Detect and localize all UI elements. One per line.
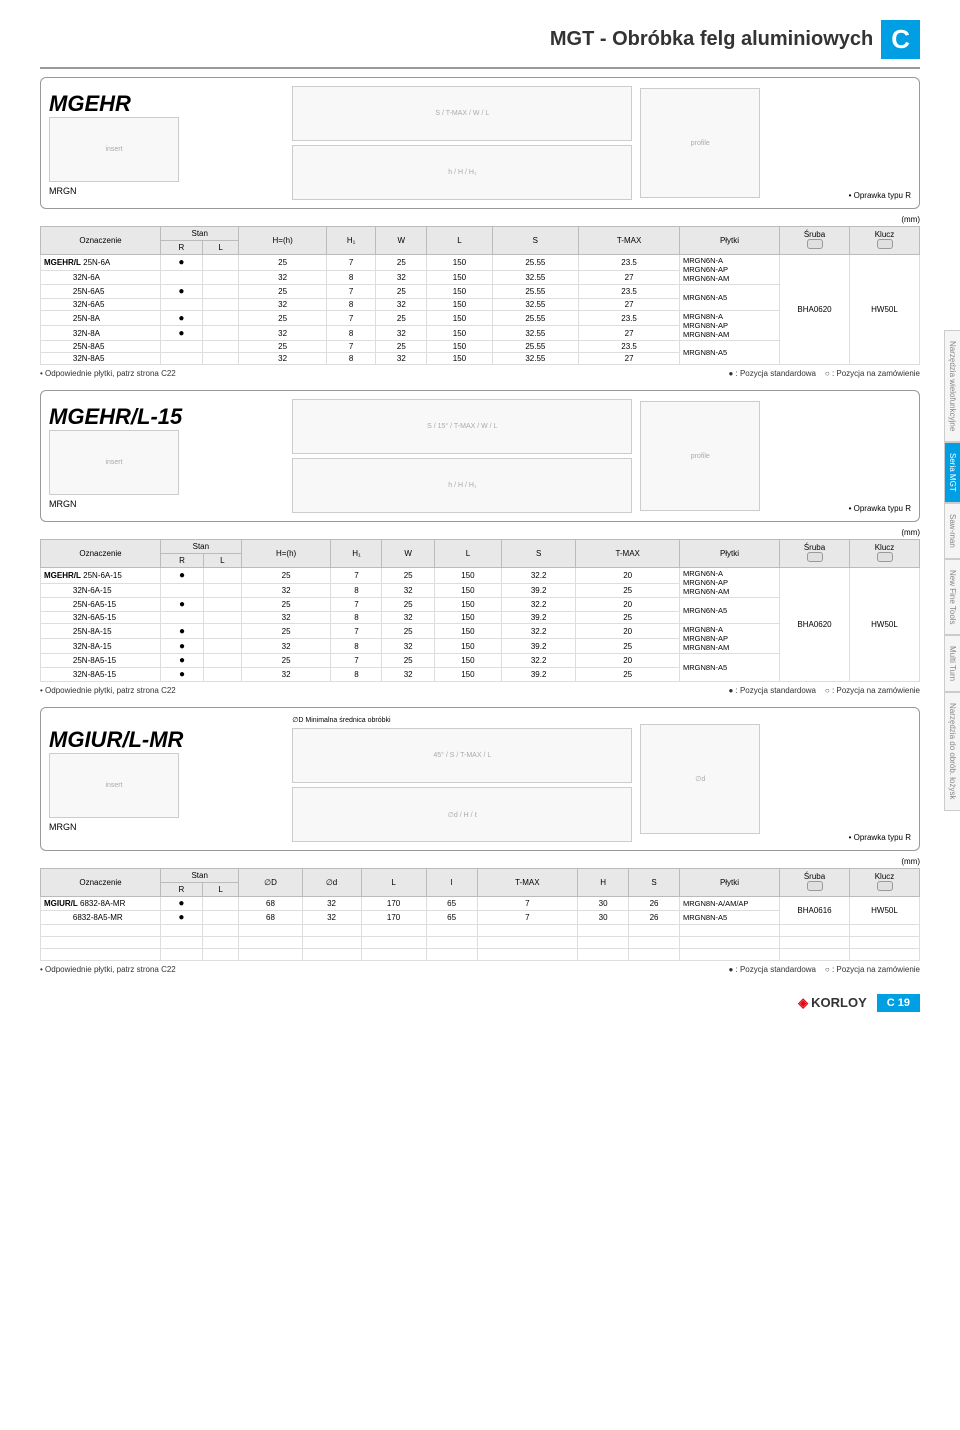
model-block-mgiur: MGIUR/L-MR insert MRGN ∅D Minimalna śred… bbox=[40, 707, 920, 851]
legend-std: ● : Pozycja standardowa bbox=[728, 369, 816, 378]
model-name: MGEHR/L-15 bbox=[49, 404, 204, 430]
oprawka-note: • Oprawka typu R bbox=[849, 833, 911, 842]
key-icon bbox=[877, 881, 893, 891]
brand-logo: KORLOY bbox=[798, 995, 867, 1011]
model-name: MGIUR/L-MR bbox=[49, 727, 204, 753]
diag-note: ∅D Minimalna średnica obróbki bbox=[292, 716, 632, 724]
mrgn-label: MRGN bbox=[49, 822, 77, 832]
mrgn-label: MRGN bbox=[49, 186, 77, 196]
key-icon bbox=[877, 552, 893, 562]
insert-image: insert bbox=[49, 430, 179, 495]
insert-image: insert bbox=[49, 753, 179, 818]
profile-diagram: profile bbox=[640, 88, 760, 198]
oprawka-note: • Oprawka typu R bbox=[849, 191, 911, 200]
page-number: C 19 bbox=[877, 994, 920, 1012]
screw-icon bbox=[807, 239, 823, 249]
table-row bbox=[41, 925, 920, 937]
legend-std: ● : Pozycja standardowa bbox=[728, 965, 816, 974]
legend-order: ○ : Pozycja na zamówienie bbox=[825, 369, 920, 378]
tool-diagram-top: S / 15° / T-MAX / W / L bbox=[292, 399, 632, 454]
insert-image: insert bbox=[49, 117, 179, 182]
tool-diagram-bottom: h / H / H₁ bbox=[292, 145, 632, 200]
model-block-mgehr15: MGEHR/L-15 insert MRGN S / 15° / T-MAX /… bbox=[40, 390, 920, 522]
mm-label: (mm) bbox=[40, 857, 920, 866]
odpowiednie-note: • Odpowiednie płytki, patrz strona C22 bbox=[40, 686, 176, 695]
spec-table-2: OznaczenieStanH=(h)H₁WLST-MAXPłytkiŚruba… bbox=[40, 539, 920, 682]
side-tab[interactable]: Multi Turn bbox=[944, 635, 960, 692]
page-title: MGT - Obróbka felg aluminiowych bbox=[550, 28, 873, 51]
mrgn-label: MRGN bbox=[49, 499, 77, 509]
table-row: MGIUR/L 6832-8A-MR●68321706573026MRGN8N-… bbox=[41, 897, 920, 911]
legend-order: ○ : Pozycja na zamówienie bbox=[825, 686, 920, 695]
legend: ● : Pozycja standardowa ○ : Pozycja na z… bbox=[728, 965, 920, 974]
screw-icon bbox=[807, 881, 823, 891]
key-icon bbox=[877, 239, 893, 249]
table-row: MGEHR/L 25N-6A●2572515025.5523.5MRGN6N-A… bbox=[41, 255, 920, 271]
profile-diagram: ∅d bbox=[640, 724, 760, 834]
side-tab[interactable]: Narzędzia do obrób. łożysk bbox=[944, 692, 960, 811]
side-tab[interactable]: Seria MGT bbox=[944, 442, 960, 503]
tool-diagram-top: 45° / S / T-MAX / L bbox=[292, 728, 632, 783]
page-header: MGT - Obróbka felg aluminiowych C bbox=[40, 20, 920, 59]
oprawka-note: • Oprawka typu R bbox=[849, 504, 911, 513]
mm-label: (mm) bbox=[40, 215, 920, 224]
spec-table-3: OznaczenieStan∅D∅dLlT-MAXHSPłytkiŚrubaKl… bbox=[40, 868, 920, 961]
table-row bbox=[41, 949, 920, 961]
table-row bbox=[41, 937, 920, 949]
screw-icon bbox=[807, 552, 823, 562]
side-tab[interactable]: Narzędzia wielofunkcyjne bbox=[944, 330, 960, 442]
legend-std: ● : Pozycja standardowa bbox=[728, 686, 816, 695]
model-name: MGEHR bbox=[49, 91, 204, 117]
tool-diagram-top: S / T-MAX / W / L bbox=[292, 86, 632, 141]
mm-label: (mm) bbox=[40, 528, 920, 537]
side-tabs: Narzędzia wielofunkcyjneSeria MGTSaw-man… bbox=[944, 330, 960, 811]
odpowiednie-note: • Odpowiednie płytki, patrz strona C22 bbox=[40, 369, 176, 378]
profile-diagram: profile bbox=[640, 401, 760, 511]
legend: ● : Pozycja standardowa ○ : Pozycja na z… bbox=[728, 686, 920, 695]
model-block-mgehr: MGEHR insert MRGN S / T-MAX / W / L h / … bbox=[40, 77, 920, 209]
spec-table-1: OznaczenieStanH=(h)H₁WLST-MAXPłytkiŚruba… bbox=[40, 226, 920, 365]
page-footer: KORLOY C 19 bbox=[40, 994, 920, 1012]
legend-order: ○ : Pozycja na zamówienie bbox=[825, 965, 920, 974]
table-row: MGEHR/L 25N-6A-15●2572515032.220MRGN6N-A… bbox=[41, 568, 920, 584]
side-tab[interactable]: New Fine Tools bbox=[944, 559, 960, 636]
title-underline bbox=[40, 67, 920, 69]
odpowiednie-note: • Odpowiednie płytki, patrz strona C22 bbox=[40, 965, 176, 974]
side-tab[interactable]: Saw-man bbox=[944, 503, 960, 559]
legend: ● : Pozycja standardowa ○ : Pozycja na z… bbox=[728, 369, 920, 378]
section-badge: C bbox=[881, 20, 920, 59]
tool-diagram-bottom: h / H / H₁ bbox=[292, 458, 632, 513]
tool-diagram-bottom: ∅d / H / ℓ bbox=[292, 787, 632, 842]
